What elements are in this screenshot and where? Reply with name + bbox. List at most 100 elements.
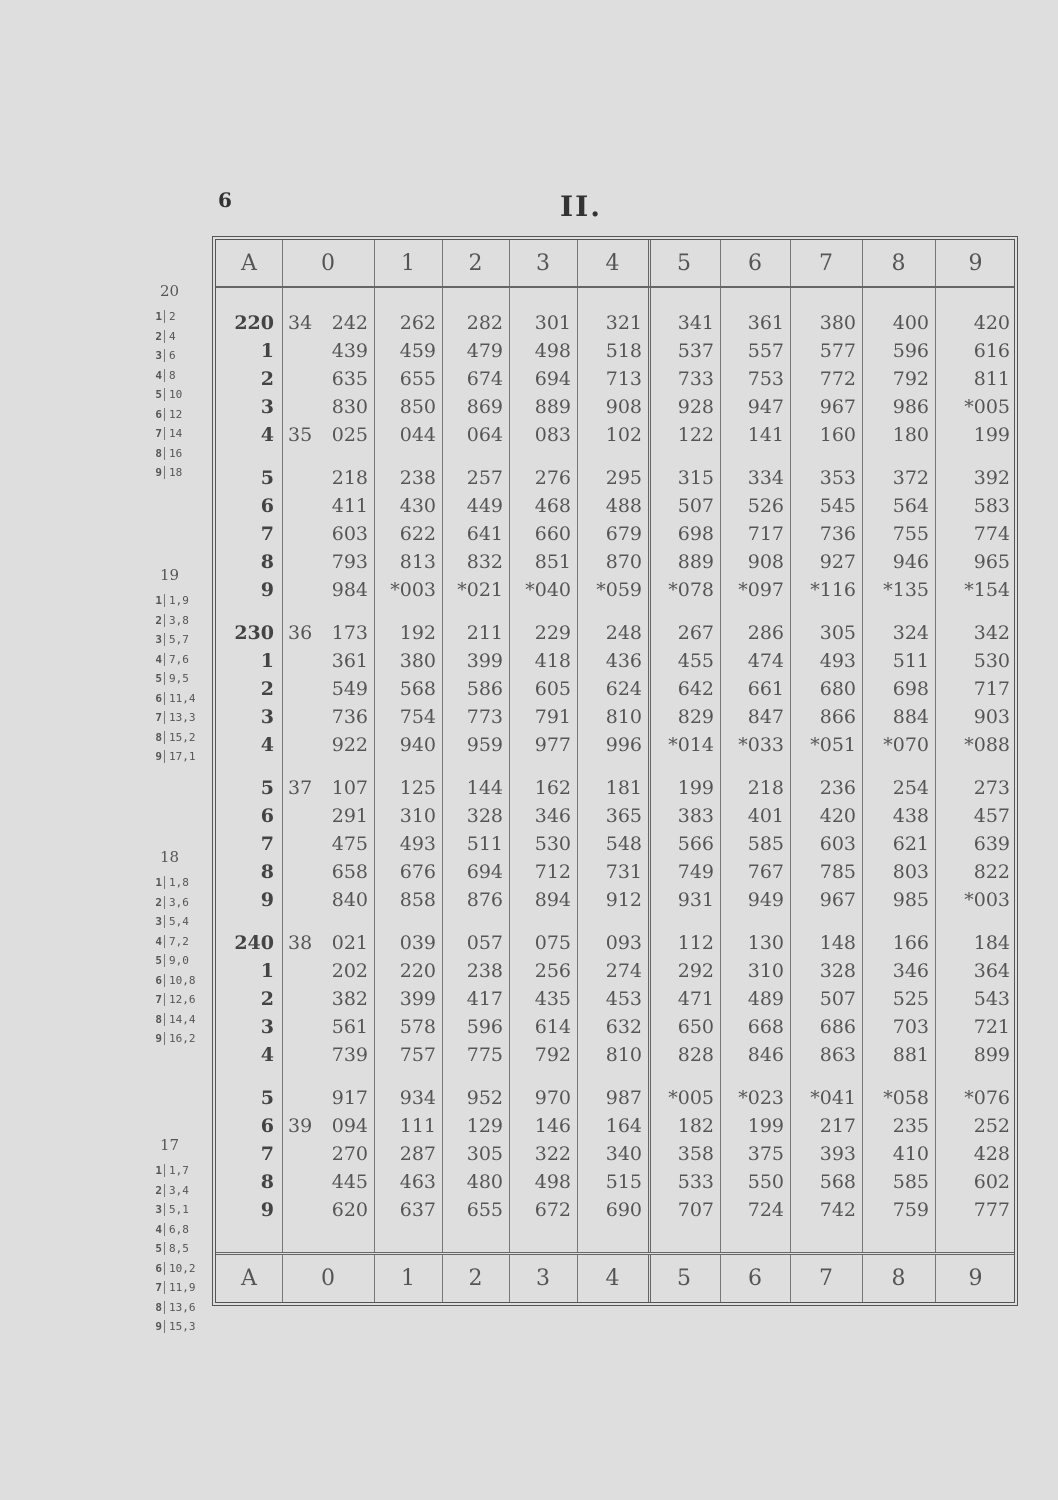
table-cell: 655	[399, 368, 436, 390]
table-cell: 847	[747, 706, 784, 728]
table-cell: 383	[677, 805, 714, 827]
table-cell: 310	[399, 805, 436, 827]
table-row: 9 620 637 655 672 690 707 724 742 759 777	[216, 1199, 1014, 1225]
column-divider	[374, 1255, 375, 1301]
table-cell: *070	[883, 734, 929, 756]
table-cell: 557	[747, 340, 784, 362]
table-cell: 785	[819, 861, 856, 883]
table-cell: 884	[892, 706, 929, 728]
table-cell: 353	[819, 467, 856, 489]
table-cell: *135	[883, 579, 929, 601]
pp-line: 6 10,8	[150, 973, 196, 987]
table-cell: 328	[466, 805, 503, 827]
table-cell: 829	[677, 706, 714, 728]
table-cell: 321	[605, 312, 642, 334]
table-cell: 637	[399, 1199, 436, 1221]
table-cell: 717	[973, 678, 1010, 700]
table-cell: 218	[747, 777, 784, 799]
column-divider	[577, 240, 578, 286]
table-cell: 733	[677, 368, 714, 390]
table-cell: 301	[534, 312, 571, 334]
table-cell: 488	[605, 495, 642, 517]
table-cell: 342	[973, 622, 1010, 644]
table-cell: 894	[534, 889, 571, 911]
table-cell: 083	[534, 424, 571, 446]
table-cell: 889	[534, 396, 571, 418]
table-cell: 365	[605, 805, 642, 827]
column-divider	[509, 1255, 510, 1301]
pp-line: 9 18	[150, 466, 182, 479]
table-cell: *005	[668, 1087, 714, 1109]
table-cell: 375	[747, 1143, 784, 1165]
table-cell: 749	[677, 861, 714, 883]
pp-value: 10,8	[169, 973, 196, 987]
table-cell: 102	[605, 424, 642, 446]
table-cell: 537	[677, 340, 714, 362]
table-cell: 641	[466, 523, 503, 545]
table-cell: 793	[331, 551, 368, 573]
pp-line: 9 17,1	[150, 750, 196, 763]
table-cell: 767	[747, 861, 784, 883]
table-row: 9 840 858 876 894 912 931 949 967 985 *003	[216, 889, 1014, 915]
table-cell: 851	[534, 551, 571, 573]
table-cell: 977	[534, 734, 571, 756]
table-cell: 959	[466, 734, 503, 756]
column-header: 3	[536, 1265, 550, 1291]
table-cell: 341	[677, 312, 714, 334]
table-cell: 220	[399, 960, 436, 982]
table-cell: 199	[747, 1115, 784, 1137]
column-divider	[862, 240, 863, 1302]
pp-value: 1,7	[169, 1164, 189, 1177]
pp-digit: 9	[150, 466, 165, 479]
table-cell: 967	[819, 396, 856, 418]
pp-digit: 4	[150, 368, 165, 382]
column-divider	[720, 240, 721, 286]
table-cell: 457	[973, 805, 1010, 827]
table-cell: 122	[677, 424, 714, 446]
column-header: 9	[968, 1265, 983, 1291]
table-cell: 703	[892, 1016, 929, 1038]
pp-digit: 3	[150, 349, 165, 362]
table-cell: 660	[534, 523, 571, 545]
pp-line: 8 13,6	[150, 1300, 196, 1314]
table-cell: 420	[973, 312, 1010, 334]
table-cell: 810	[605, 706, 642, 728]
table-cell: 863	[819, 1044, 856, 1066]
table-row: 230 36 173 192 211 229 248 267 286 305 324 342	[216, 622, 1014, 648]
table-cell: 380	[399, 650, 436, 672]
table-row: 8 445 463 480 498 515 533 550 568 585 602	[216, 1171, 1014, 1197]
table-cell: 453	[605, 988, 642, 1010]
pp-line: 7 12,6	[150, 993, 196, 1006]
row-argument: 2	[260, 368, 274, 390]
table-cell: 568	[399, 678, 436, 700]
table-cell: 928	[677, 396, 714, 418]
table-cell: 545	[819, 495, 856, 517]
table-cell: 393	[819, 1143, 856, 1165]
pp-digit: 8	[150, 1012, 165, 1026]
row-argument: 1	[260, 340, 274, 362]
pp-digit: 4	[150, 1222, 165, 1236]
logarithm-table: A 0 1 2 3 4 5 6 7 8 9 A 0 1 2 3 4 5 6 7 8 9 220 34 242 262 282 301 3…	[212, 236, 1018, 1306]
column-header: 3	[536, 250, 550, 276]
pp-digit: 7	[150, 711, 165, 724]
table-cell: 211	[466, 622, 503, 644]
column-divider	[862, 1255, 863, 1301]
column-header: 5	[677, 1265, 691, 1291]
table-cell: 908	[605, 396, 642, 418]
table-cell: 754	[399, 706, 436, 728]
table-cell: 202	[331, 960, 368, 982]
row-argument: 5	[260, 1087, 274, 1109]
row-argument: 9	[260, 579, 274, 601]
table-cell: 946	[892, 551, 929, 573]
table-cell: 428	[973, 1143, 1010, 1165]
table-row: 220 34 242 262 282 301 321 341 361 380 400 420	[216, 312, 1014, 338]
table-row: 2 549 568 586 605 624 642 661 680 698 717	[216, 678, 1014, 704]
table-cell: 324	[892, 622, 929, 644]
pp-value: 12	[169, 407, 183, 421]
row-argument: 9	[260, 1199, 274, 1221]
table-cell: 498	[534, 1171, 571, 1193]
pp-value: 8	[169, 368, 176, 382]
table-cell: 493	[399, 833, 436, 855]
table-cell: 530	[973, 650, 1010, 672]
